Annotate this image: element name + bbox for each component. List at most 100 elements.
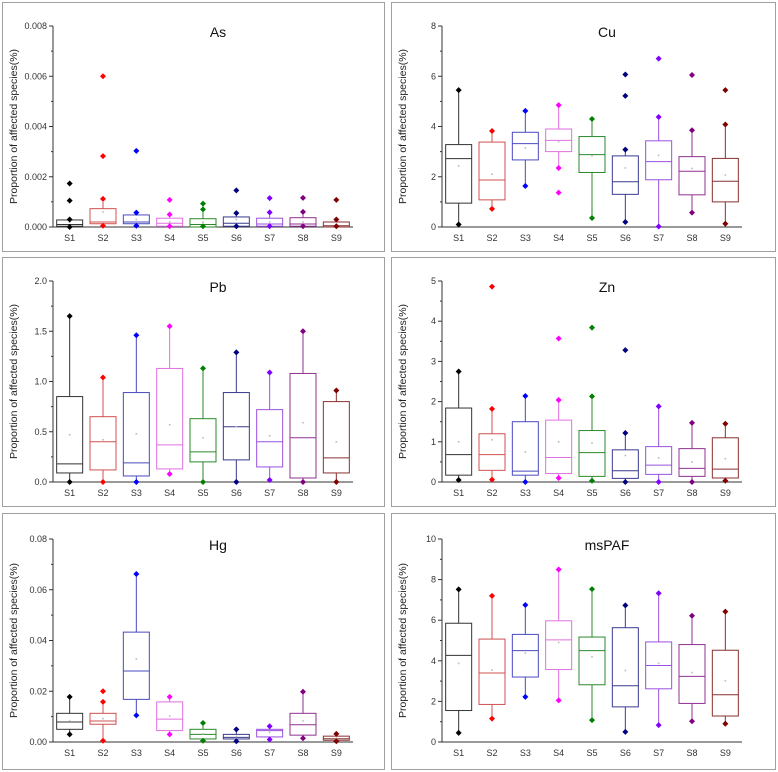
- outlier-point: [722, 477, 729, 484]
- mean-marker: [524, 147, 527, 149]
- outlier-point: [622, 347, 629, 354]
- mean-marker: [491, 173, 493, 176]
- chart-pb: 0.0 0.5 1.0 1.5 2.0 Pb Proportion of affected …: [8, 276, 353, 498]
- outlier-point: [100, 688, 106, 695]
- mean-marker: [457, 165, 460, 167]
- outlier-point: [589, 477, 595, 484]
- outlier-point: [455, 729, 462, 736]
- outlier-point: [689, 612, 695, 619]
- x-tick-label: S5: [197, 233, 208, 243]
- outlier-point: [555, 396, 562, 403]
- outlier-point: [589, 115, 595, 122]
- mean-marker: [657, 457, 660, 459]
- outlier-point: [66, 313, 73, 320]
- outlier-point: [522, 183, 529, 190]
- y-tick-label: 2: [431, 397, 436, 407]
- x-tick-label: S4: [164, 748, 175, 758]
- outlier-point: [622, 92, 629, 99]
- outlier-point: [333, 216, 340, 223]
- box-s3: [122, 631, 150, 700]
- outlier-point: [133, 222, 140, 229]
- y-tick-label: 1: [431, 437, 436, 447]
- box-s2: [478, 638, 506, 705]
- outlier-point: [133, 332, 140, 339]
- outlier-point: [589, 324, 595, 331]
- outlier-point: [489, 128, 495, 135]
- mean-marker: [624, 669, 627, 672]
- mean-marker: [102, 438, 104, 441]
- outlier-point: [555, 189, 562, 196]
- outlier-point: [66, 731, 73, 738]
- y-tick-label: 0.008: [24, 21, 47, 31]
- y-tick-label: 4: [431, 656, 436, 666]
- outlier-point: [200, 223, 206, 230]
- outlier-point: [722, 121, 729, 128]
- mean-marker: [491, 669, 493, 671]
- outlier-point: [722, 720, 729, 727]
- outlier-point: [522, 601, 529, 608]
- x-tick-label: S8: [297, 488, 308, 498]
- x-tick-label: S9: [720, 488, 731, 498]
- y-tick-label: 10: [426, 534, 436, 544]
- outlier-point: [100, 479, 106, 485]
- chart-title-cu: Cu: [598, 24, 616, 40]
- outlier-point: [233, 223, 240, 230]
- x-tick-label: S2: [486, 488, 497, 498]
- outlier-point: [166, 211, 173, 218]
- outlier-point: [333, 387, 340, 394]
- outlier-point: [166, 693, 173, 700]
- box-s4: [545, 419, 573, 475]
- x-tick-label: S1: [453, 488, 464, 498]
- outlier-point: [455, 368, 462, 375]
- y-tick-label: 2.0: [34, 276, 47, 286]
- mean-marker: [102, 717, 104, 720]
- outlier-point: [589, 717, 595, 724]
- outlier-point: [333, 738, 340, 745]
- x-tick-label: S4: [164, 233, 175, 243]
- x-tick-label: S3: [131, 488, 142, 498]
- x-tick-label: S8: [297, 233, 308, 243]
- x-tick-label: S1: [453, 233, 464, 243]
- y-tick-label: 4: [431, 122, 436, 132]
- x-tick-label: S3: [131, 233, 142, 243]
- x-tick-label: S2: [486, 748, 497, 758]
- y-tick-label: 6: [431, 615, 436, 625]
- panel-mspaf: 0 2 4 6 8 10 msPAF Proportion of affected speci…: [391, 513, 776, 770]
- outlier-point: [166, 323, 173, 330]
- outlier-point: [689, 419, 695, 426]
- outlier-point: [555, 164, 562, 171]
- outlier-point: [333, 223, 340, 230]
- x-tick-label: S9: [331, 488, 342, 498]
- x-tick-label: S2: [486, 233, 497, 243]
- outlier-point: [200, 200, 206, 207]
- y-tick-label: 0.5: [34, 427, 47, 437]
- outlier-point: [589, 393, 595, 400]
- chart-as: 0.000 0.002 0.004 0.006 0.008 As Proportion of…: [8, 21, 353, 243]
- y-tick-label: 5: [431, 276, 436, 286]
- y-axis-label: Proportion of affected species(%): [8, 304, 20, 459]
- outlier-point: [455, 221, 462, 228]
- x-tick-label: S2: [97, 233, 108, 243]
- mean-marker: [68, 433, 71, 436]
- mean-marker: [135, 658, 138, 660]
- mean-marker: [691, 461, 693, 463]
- outlier-point: [133, 147, 140, 154]
- x-tick-label: S7: [264, 488, 275, 498]
- y-tick-label: 1.0: [34, 377, 47, 387]
- outlier-point: [333, 730, 340, 737]
- box-s2: [478, 141, 506, 201]
- outlier-point: [266, 476, 273, 483]
- mean-marker: [268, 434, 271, 437]
- x-tick-label: S5: [197, 748, 208, 758]
- mean-marker: [168, 715, 171, 717]
- outlier-point: [655, 590, 662, 597]
- outlier-point: [200, 479, 206, 485]
- x-tick-label: S2: [97, 488, 108, 498]
- mean-marker: [557, 641, 560, 644]
- x-tick-label: S5: [197, 488, 208, 498]
- outlier-point: [233, 726, 240, 733]
- x-tick-label: S4: [553, 233, 564, 243]
- x-tick-label: S6: [620, 748, 631, 758]
- x-tick-label: S6: [231, 233, 242, 243]
- x-tick-label: S8: [686, 748, 697, 758]
